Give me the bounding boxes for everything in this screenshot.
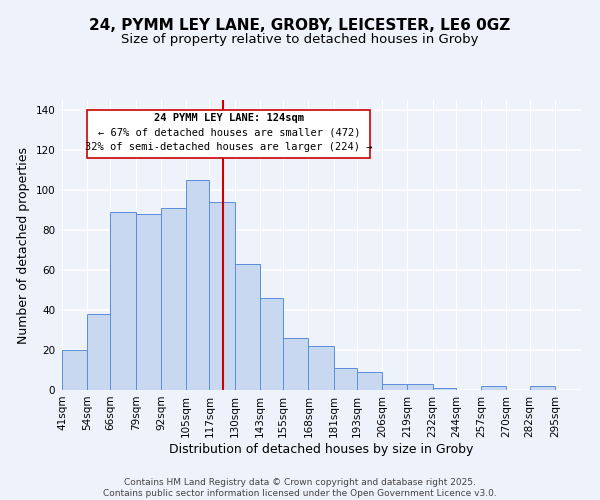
Bar <box>357 372 382 390</box>
Y-axis label: Number of detached properties: Number of detached properties <box>17 146 30 344</box>
Text: Size of property relative to detached houses in Groby: Size of property relative to detached ho… <box>121 32 479 46</box>
Bar <box>136 214 161 390</box>
Bar <box>407 384 433 390</box>
Bar <box>260 298 283 390</box>
Text: 24, PYMM LEY LANE, GROBY, LEICESTER, LE6 0GZ: 24, PYMM LEY LANE, GROBY, LEICESTER, LE6… <box>89 18 511 32</box>
Bar <box>481 386 506 390</box>
Bar <box>308 346 334 390</box>
Bar <box>433 388 456 390</box>
Bar <box>530 386 555 390</box>
Bar <box>87 314 110 390</box>
Bar <box>62 350 87 390</box>
Bar <box>283 338 308 390</box>
Text: ← 67% of detached houses are smaller (472): ← 67% of detached houses are smaller (47… <box>98 128 360 138</box>
Bar <box>87 110 370 158</box>
Bar <box>382 384 407 390</box>
Bar <box>186 180 209 390</box>
Bar <box>334 368 357 390</box>
Bar <box>110 212 136 390</box>
Text: Contains HM Land Registry data © Crown copyright and database right 2025.
Contai: Contains HM Land Registry data © Crown c… <box>103 478 497 498</box>
Bar <box>235 264 260 390</box>
Text: 32% of semi-detached houses are larger (224) →: 32% of semi-detached houses are larger (… <box>85 142 373 152</box>
Bar <box>161 208 186 390</box>
Bar <box>209 202 235 390</box>
Text: 24 PYMM LEY LANE: 124sqm: 24 PYMM LEY LANE: 124sqm <box>154 113 304 123</box>
X-axis label: Distribution of detached houses by size in Groby: Distribution of detached houses by size … <box>169 442 473 456</box>
